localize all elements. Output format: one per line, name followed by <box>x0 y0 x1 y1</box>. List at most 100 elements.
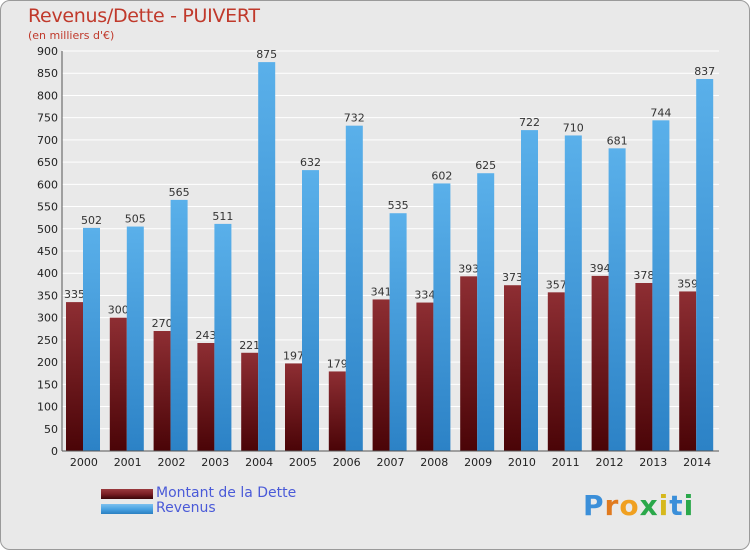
value-label-revenus: 722 <box>519 116 540 129</box>
bar-dette <box>372 299 390 451</box>
logo-letter: t <box>669 489 684 522</box>
y-tick-label: 250 <box>37 334 58 347</box>
value-label-dette: 357 <box>546 278 567 291</box>
value-label-revenus: 602 <box>431 169 452 182</box>
y-tick-label: 0 <box>51 445 58 458</box>
x-tick-label: 2013 <box>639 456 667 469</box>
value-label-dette: 221 <box>239 339 260 352</box>
value-label-dette: 394 <box>590 262 611 275</box>
x-tick-label: 2003 <box>201 456 229 469</box>
bar-revenus <box>345 125 363 452</box>
value-label-dette: 335 <box>64 288 85 301</box>
bar-revenus <box>126 226 144 451</box>
value-label-revenus: 535 <box>388 199 409 212</box>
value-label-revenus: 632 <box>300 156 321 169</box>
bar-revenus <box>83 227 100 451</box>
y-tick-label: 700 <box>37 134 58 147</box>
x-tick-label: 2001 <box>114 456 142 469</box>
bar-revenus <box>696 79 714 451</box>
bar-revenus <box>170 199 188 451</box>
y-tick-label: 850 <box>37 67 58 80</box>
x-tick-label: 2012 <box>596 456 624 469</box>
x-tick-label: 2002 <box>158 456 186 469</box>
y-tick-label: 150 <box>37 378 58 391</box>
bar-revenus <box>433 183 451 451</box>
y-tick-label: 50 <box>44 423 58 436</box>
y-tick-label: 650 <box>37 156 58 169</box>
value-label-dette: 359 <box>677 277 698 290</box>
x-tick-label: 2008 <box>420 456 448 469</box>
value-label-revenus: 732 <box>344 112 365 125</box>
logo-letter: P <box>583 489 605 522</box>
value-label-revenus: 744 <box>650 106 671 119</box>
bar-revenus <box>652 120 670 451</box>
bar-revenus <box>302 170 319 451</box>
value-label-revenus: 505 <box>125 213 146 226</box>
bar-dette <box>504 285 521 451</box>
value-label-dette: 243 <box>195 329 216 342</box>
x-tick-label: 2006 <box>333 456 361 469</box>
logo-letter: i <box>658 489 670 522</box>
value-label-dette: 334 <box>414 289 435 302</box>
bar-dette <box>328 371 346 451</box>
bar-dette <box>591 275 609 451</box>
y-tick-label: 800 <box>37 89 58 102</box>
x-tick-label: 2011 <box>552 456 580 469</box>
value-label-revenus: 710 <box>563 121 584 134</box>
value-label-revenus: 875 <box>256 48 277 61</box>
bar-dette <box>109 317 127 451</box>
value-label-revenus: 625 <box>475 159 496 172</box>
bar-revenus <box>477 173 495 451</box>
value-label-dette: 378 <box>633 269 654 282</box>
value-label-dette: 341 <box>371 285 392 298</box>
value-label-dette: 179 <box>327 357 348 370</box>
bar-revenus <box>564 135 582 451</box>
legend-label-revenus: Revenus <box>156 500 216 516</box>
bar-dette <box>416 302 434 451</box>
x-tick-label: 2007 <box>377 456 405 469</box>
bar-revenus <box>214 223 232 451</box>
x-tick-label: 2014 <box>683 456 711 469</box>
value-label-dette: 393 <box>458 262 479 275</box>
value-label-dette: 373 <box>502 271 523 284</box>
bar-revenus <box>258 62 276 451</box>
bar-dette <box>460 276 478 451</box>
y-tick-label: 450 <box>37 245 58 258</box>
bar-revenus <box>608 148 626 452</box>
value-label-revenus: 837 <box>694 65 715 78</box>
logo-letter: o <box>619 489 640 522</box>
value-label-dette: 300 <box>108 304 129 317</box>
y-tick-label: 500 <box>37 223 58 236</box>
logo-letter: x <box>639 489 659 522</box>
bar-dette <box>153 331 171 451</box>
x-tick-label: 2005 <box>289 456 317 469</box>
legend-swatch-dette <box>101 489 153 499</box>
value-label-revenus: 511 <box>212 210 233 223</box>
x-tick-label: 2010 <box>508 456 536 469</box>
x-tick-label: 2004 <box>245 456 273 469</box>
bar-revenus <box>521 130 538 451</box>
value-label-revenus: 565 <box>169 186 190 199</box>
bar-dette <box>635 283 653 451</box>
y-tick-label: 600 <box>37 178 58 191</box>
logo-letter: i <box>683 489 695 522</box>
legend-label-dette: Montant de la Dette <box>156 485 297 501</box>
value-label-dette: 197 <box>283 349 304 362</box>
value-label-revenus: 681 <box>607 134 628 147</box>
y-tick-label: 400 <box>37 267 58 280</box>
bar-dette <box>285 363 302 451</box>
y-tick-label: 200 <box>37 356 58 369</box>
bar-dette <box>197 343 215 451</box>
chart-title: Revenus/Dette - PUIVERT <box>28 5 260 27</box>
y-tick-label: 300 <box>37 312 58 325</box>
bar-dette <box>547 292 565 451</box>
x-tick-label: 2000 <box>70 456 98 469</box>
bar-revenus <box>389 213 407 451</box>
x-tick-label: 2009 <box>464 456 492 469</box>
logo-letter: r <box>604 489 620 522</box>
y-tick-label: 550 <box>37 201 58 214</box>
y-tick-label: 100 <box>37 401 58 414</box>
proxiti-logo: Proxiti <box>583 489 694 522</box>
